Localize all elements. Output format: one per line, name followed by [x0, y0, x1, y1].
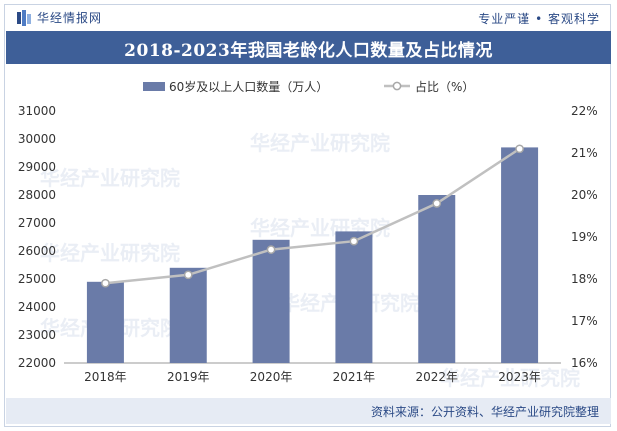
x-tick-label: 2018年 [84, 370, 127, 384]
y-left-tick-label: 27000 [18, 216, 56, 230]
ratio-point-2022年[interactable] [432, 199, 442, 208]
title-band: 2018-2023年我国老龄化人口数量及占比情况 [6, 31, 611, 64]
bar-2022年[interactable] [418, 195, 456, 363]
bar-2023年[interactable] [501, 147, 539, 363]
header-bar: 华经情报网 专业严谨 • 客观科学 [5, 6, 610, 30]
legend-bar-label: 60岁及以上人口数量（万人） [169, 79, 328, 94]
x-tick-label: 2022年 [415, 370, 458, 384]
brand-name: 华经情报网 [37, 11, 103, 25]
y-right-tick-label: 16% [571, 356, 598, 370]
watermark-text: 华经产业研究院 [40, 241, 180, 265]
legend-line-marker [392, 81, 402, 91]
y-left-tick-label: 24000 [18, 300, 56, 314]
bars [86, 147, 539, 363]
bar-2020年[interactable] [252, 239, 290, 363]
ratio-point-2018年[interactable] [101, 278, 110, 288]
x-tick-label: 2019年 [167, 370, 210, 384]
ratio-point-2021年[interactable] [349, 236, 359, 246]
axes: 22000 23000 24000 25000 26000 27000 28000 29000… [18, 104, 598, 384]
y-right-tick-label: 21% [571, 146, 598, 160]
tagline: 专业严谨 • 客观科学 [478, 12, 600, 26]
y-right-tick-label: 19% [571, 230, 598, 244]
y-left-tick-label: 26000 [18, 244, 56, 258]
ratio-point-2019年[interactable] [183, 270, 193, 280]
y-right-tick-label: 22% [571, 104, 598, 118]
watermarks: 华经产业研究院华经产业研究院华经产业研究院华经产业研究院华经产业研究院华经产业研… [40, 131, 580, 390]
ratio-line-path [105, 147, 521, 285]
y-right-tick-label: 20% [571, 188, 598, 202]
ratio-line [101, 144, 524, 288]
x-tick-label: 2021年 [333, 370, 376, 384]
chart-frame [4, 4, 611, 427]
bar-2019年[interactable] [169, 267, 207, 363]
chart-title: 2018-2023年我国老龄化人口数量及占比情况 [124, 41, 493, 61]
y-left-tick-label: 31000 [18, 104, 56, 118]
y-right-tick-label: 18% [571, 272, 598, 286]
y-left-tick-label: 25000 [18, 272, 56, 286]
bar-2021年[interactable] [335, 231, 373, 363]
ratio-point-2020年[interactable] [266, 245, 276, 254]
legend: 60岁及以上人口数量（万人） 占比（%） [143, 79, 474, 94]
legend-bar-swatch [143, 82, 165, 91]
ratio-point-2023年[interactable] [515, 144, 524, 154]
y-left-tick-label: 29000 [18, 160, 56, 174]
legend-line-label: 占比（%） [415, 79, 474, 94]
watermark-text: 华经产业研究院 [250, 131, 390, 155]
watermark-text: 华经产业研究院 [440, 366, 580, 390]
y-left-tick-label: 22000 [18, 356, 56, 370]
brand[interactable]: 华经情报网 [17, 9, 102, 26]
x-tick-label: 2023年 [498, 370, 541, 384]
y-left-tick-label: 28000 [18, 188, 56, 202]
watermark-text: 华经产业研究院 [40, 166, 180, 190]
bar-2018年[interactable] [86, 281, 124, 363]
footer-band: 资料来源：公开资料、华经产业研究院整理 [6, 398, 611, 424]
logo-icon [17, 9, 31, 26]
x-tick-label: 2020年 [250, 370, 293, 384]
y-left-tick-label: 23000 [18, 328, 56, 342]
source-note: 资料来源：公开资料、华经产业研究院整理 [370, 405, 599, 419]
y-left-tick-label: 30000 [18, 132, 56, 146]
y-right-tick-label: 17% [571, 314, 598, 328]
